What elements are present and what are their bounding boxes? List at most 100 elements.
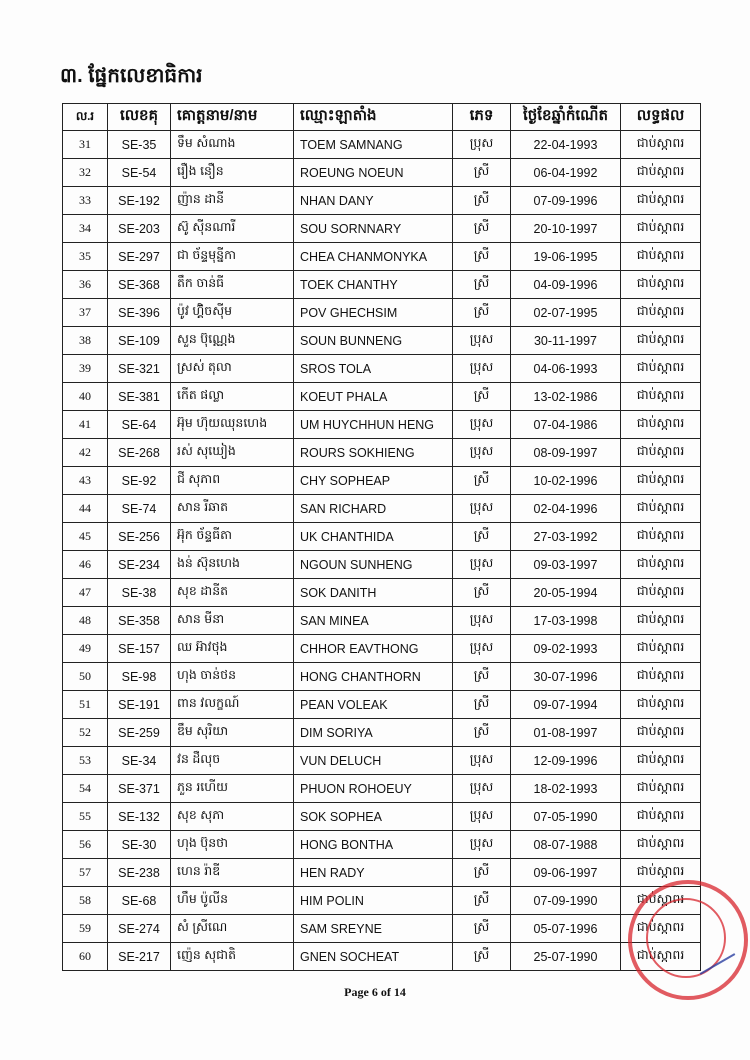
col-latin-name-cell: SAN MINEA <box>293 606 453 635</box>
col-gender-cell: ស្រី <box>452 298 511 327</box>
header-col-latin-name: ឈ្មោះឡាតាំង <box>293 103 453 131</box>
col-code-cell: SE-297 <box>107 242 171 271</box>
col-birth-date-cell: 06-04-1992 <box>510 158 621 187</box>
col-gender-cell: ប្រុស <box>452 326 511 355</box>
col-result-cell: ជាប់ស្កាពរ <box>620 494 701 523</box>
col-latin-name-cell: HEN RADY <box>293 858 453 887</box>
col-result-cell: ជាប់ស្កាពរ <box>620 746 701 775</box>
table-row: 36 SE-368 តឹក ចាន់ធី TOEK CHANTHY ស្រី 04-09-… <box>62 270 701 299</box>
col-result-cell: ជាប់ស្កាពរ <box>620 186 701 215</box>
header-col-birth-date: ថ្ងៃខែឆ្នាំកំណើត <box>510 103 621 131</box>
table-row: 32 SE-54 រឿង នឿន ROEUNG NOEUN ស្រី 06-04-1992… <box>62 158 701 187</box>
table-row: 43 SE-92 ជី សុភាព CHY SOPHEAP ស្រី 10-02-1996… <box>62 466 701 495</box>
col-number-cell: 38 <box>62 326 108 355</box>
col-khmer-name-cell: ទឹម សំណាង <box>170 130 294 159</box>
table-row: 44 SE-74 សាន រីឆាត SAN RICHARD ប្រុស 02-04-19… <box>62 494 701 523</box>
col-birth-date-cell: 01-08-1997 <box>510 718 621 747</box>
col-gender-cell: ប្រុស <box>452 830 511 859</box>
col-birth-date-cell: 04-09-1996 <box>510 270 621 299</box>
col-birth-date-cell: 09-06-1997 <box>510 858 621 887</box>
col-result-cell: ជាប់ស្កាពរ <box>620 326 701 355</box>
col-code-cell: SE-381 <box>107 382 171 411</box>
col-birth-date-cell: 19-06-1995 <box>510 242 621 271</box>
table-row: 55 SE-132 សុខ សុភា SOK SOPHEA ប្រុស 07-05-199… <box>62 802 701 831</box>
col-khmer-name-cell: អ៊ុម ហ៊ុយឈុនហេង <box>170 410 294 439</box>
col-gender-cell: ស្រី <box>452 242 511 271</box>
col-code-cell: SE-217 <box>107 942 171 971</box>
table-row: 52 SE-259 ឌឹម សុរិយា DIM SORIYA ស្រី 01-08-19… <box>62 718 701 747</box>
col-latin-name-cell: UM HUYCHHUN HENG <box>293 410 453 439</box>
col-birth-date-cell: 02-07-1995 <box>510 298 621 327</box>
col-khmer-name-cell: រឿង នឿន <box>170 158 294 187</box>
col-result-cell: ជាប់ស្កាពរ <box>620 634 701 663</box>
col-number-cell: 36 <box>62 270 108 299</box>
col-number-cell: 44 <box>62 494 108 523</box>
table-row: 48 SE-358 សាន មីនា SAN MINEA ប្រុស 17-03-1998… <box>62 606 701 635</box>
col-result-cell: ជាប់ស្កាពរ <box>620 802 701 831</box>
col-code-cell: SE-396 <box>107 298 171 327</box>
col-birth-date-cell: 27-03-1992 <box>510 522 621 551</box>
col-gender-cell: ស្រី <box>452 886 511 915</box>
col-number-cell: 57 <box>62 858 108 887</box>
col-khmer-name-cell: សាន រីឆាត <box>170 494 294 523</box>
col-latin-name-cell: CHEA CHANMONYKA <box>293 242 453 271</box>
table-row: 31 SE-35 ទឹម សំណាង TOEM SAMNANG ប្រុស 22-04-1… <box>62 130 701 159</box>
col-result-cell: ជាប់ស្កាពរ <box>620 214 701 243</box>
col-code-cell: SE-68 <box>107 886 171 915</box>
col-number-cell: 55 <box>62 802 108 831</box>
col-result-cell: ជាប់ស្កាពរ <box>620 242 701 271</box>
table-row: 38 SE-109 សួន ប៊ុណ្ណេង SOUN BUNNENG ប្រុស 30-… <box>62 326 701 355</box>
col-code-cell: SE-358 <box>107 606 171 635</box>
col-result-cell: ជាប់ស្កាពរ <box>620 298 701 327</box>
col-result-cell: ជាប់ស្កាពរ <box>620 270 701 299</box>
col-birth-date-cell: 20-05-1994 <box>510 578 621 607</box>
col-latin-name-cell: CHHOR EAVTHONG <box>293 634 453 663</box>
col-latin-name-cell: ROURS SOKHIENG <box>293 438 453 467</box>
header-col-number: ល.រ <box>62 103 108 131</box>
col-result-cell: ជាប់ស្កាពរ <box>620 158 701 187</box>
col-code-cell: SE-256 <box>107 522 171 551</box>
table-row: 40 SE-381 កើត ផល្លា KOEUT PHALA ស្រី 13-02-19… <box>62 382 701 411</box>
col-latin-name-cell: ROEUNG NOEUN <box>293 158 453 187</box>
header-col-khmer-name: គោត្តនាម/នាម <box>170 103 294 131</box>
table-row: 54 SE-371 ភួន រហើយ PHUON ROHOEUY ប្រុស 18-02-… <box>62 774 701 803</box>
col-birth-date-cell: 18-02-1993 <box>510 774 621 803</box>
col-khmer-name-cell: វន ដឺលុច <box>170 746 294 775</box>
col-gender-cell: ស្រី <box>452 186 511 215</box>
col-code-cell: SE-132 <box>107 802 171 831</box>
table-row: 51 SE-191 ពាន វលក្ខណ៍ PEAN VOLEAK ស្រី 09-07-… <box>62 690 701 719</box>
table-row: 45 SE-256 អ៊ុក ច័ន្ទធីតា UK CHANTHIDA ស្រី 27… <box>62 522 701 551</box>
col-khmer-name-cell: ជា ច័ន្ទមុន្នីកា <box>170 242 294 271</box>
col-latin-name-cell: PEAN VOLEAK <box>293 690 453 719</box>
col-gender-cell: ប្រុស <box>452 774 511 803</box>
col-birth-date-cell: 07-04-1986 <box>510 410 621 439</box>
col-result-cell: ជាប់ស្កាពរ <box>620 578 701 607</box>
col-gender-cell: ប្រុស <box>452 410 511 439</box>
col-code-cell: SE-192 <box>107 186 171 215</box>
col-gender-cell: ស្រី <box>452 718 511 747</box>
col-result-cell: ជាប់ស្កាពរ <box>620 830 701 859</box>
col-latin-name-cell: SOU SORNNARY <box>293 214 453 243</box>
col-result-cell: ជាប់ស្កាពរ <box>620 606 701 635</box>
page-number: Page 6 of 14 <box>344 985 406 999</box>
col-latin-name-cell: TOEM SAMNANG <box>293 130 453 159</box>
table-header-row: ល.រ លេខគុ គោត្តនាម/នាម ឈ្មោះឡាតាំង ភេទ ថ្ងៃខែ… <box>62 103 701 131</box>
col-birth-date-cell: 25-07-1990 <box>510 942 621 971</box>
table-row: 46 SE-234 ងន់ ស៊ុនហេង NGOUN SUNHENG ប្រុស 09-… <box>62 550 701 579</box>
col-result-cell: ជាប់ស្កាពរ <box>620 130 701 159</box>
col-latin-name-cell: VUN DELUCH <box>293 746 453 775</box>
table-row: 37 SE-396 ប៉ូវ ហ៊្គិចស៊ីម POV GHECHSIM ស្រី 0… <box>62 298 701 327</box>
col-khmer-name-cell: តឹក ចាន់ធី <box>170 270 294 299</box>
col-birth-date-cell: 07-09-1990 <box>510 886 621 915</box>
col-latin-name-cell: TOEK CHANTHY <box>293 270 453 299</box>
col-code-cell: SE-368 <box>107 270 171 299</box>
col-gender-cell: ស្រី <box>452 662 511 691</box>
col-gender-cell: ស្រី <box>452 578 511 607</box>
col-number-cell: 37 <box>62 298 108 327</box>
col-code-cell: SE-203 <box>107 214 171 243</box>
col-number-cell: 45 <box>62 522 108 551</box>
col-khmer-name-cell: ញ៉ាន ដានី <box>170 186 294 215</box>
col-result-cell: ជាប់ស្កាពរ <box>620 438 701 467</box>
col-code-cell: SE-30 <box>107 830 171 859</box>
table-row: 58 SE-68 ហឹម ប៉ូលីន HIM POLIN ស្រី 07-09-1990… <box>62 886 701 915</box>
